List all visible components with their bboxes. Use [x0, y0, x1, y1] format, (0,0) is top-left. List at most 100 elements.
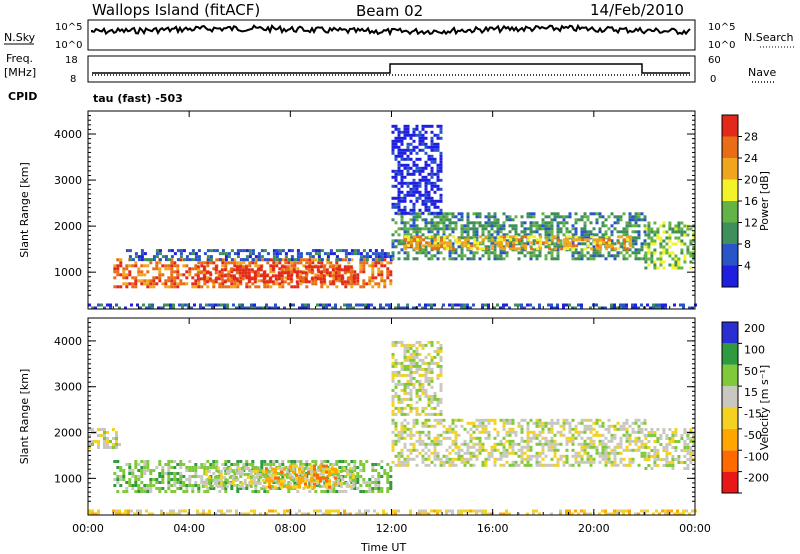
heatmap-cell: [299, 258, 303, 262]
heatmap-cell: [251, 249, 255, 253]
heatmap-cell: [371, 490, 375, 493]
heatmap-cell: [406, 166, 410, 170]
heatmap-cell: [332, 475, 336, 478]
heatmap-cell: [242, 487, 246, 490]
y-axis-title: Slant Range [km]: [18, 369, 31, 465]
heatmap-cell: [520, 248, 524, 252]
heatmap-cell: [113, 267, 117, 271]
heatmap-cell: [157, 306, 160, 310]
heatmap-cell: [589, 254, 593, 258]
heatmap-cell: [505, 430, 509, 434]
heatmap-cell: [365, 255, 369, 259]
heatmap-cell: [481, 512, 484, 516]
heatmap-cell: [436, 124, 440, 128]
heatmap-cell: [553, 306, 556, 310]
heatmap-cell: [240, 484, 244, 488]
heatmap-cell: [220, 303, 223, 307]
heatmap-cell: [424, 306, 427, 310]
heatmap-cell: [172, 509, 175, 513]
heatmap-cell: [296, 255, 300, 259]
heatmap-cell: [493, 436, 497, 440]
heatmap-cell: [359, 285, 363, 289]
heatmap-cell: [400, 388, 404, 392]
heatmap-cell: [592, 421, 596, 425]
heatmap-cell: [397, 373, 401, 377]
heatmap-cell: [451, 512, 454, 516]
heatmap-cell: [421, 227, 425, 231]
heatmap-cell: [350, 279, 354, 283]
heatmap-cell: [145, 509, 148, 513]
heatmap-cell: [329, 463, 333, 466]
heatmap-cell: [613, 448, 617, 452]
cpid-label: CPID: [8, 90, 37, 103]
heatmap-cell: [116, 478, 120, 481]
heatmap-cell: [457, 448, 461, 452]
heatmap-cell: [412, 448, 416, 452]
heatmap-cell: [568, 230, 572, 234]
heatmap-cell: [335, 490, 339, 493]
heatmap-cell: [269, 267, 273, 271]
heatmap-cell: [472, 230, 476, 234]
heatmap-cell: [318, 472, 322, 476]
heatmap-cell: [400, 190, 404, 194]
heatmap-cell: [409, 227, 413, 231]
heatmap-cell: [310, 277, 314, 281]
heatmap-cell: [451, 448, 455, 452]
heatmap-cell: [161, 475, 165, 478]
heatmap-cell: [539, 244, 543, 248]
heatmap-cell: [328, 512, 331, 516]
heatmap-cell: [391, 257, 395, 261]
heatmap-cell: [400, 172, 404, 176]
heatmap-cell: [326, 261, 330, 265]
heatmap-cell: [286, 509, 289, 513]
heatmap-cell: [352, 274, 356, 278]
heatmap-cell: [424, 184, 428, 188]
heatmap-cell: [668, 221, 672, 225]
heatmap-cell: [362, 267, 366, 271]
heatmap-cell: [422, 244, 426, 248]
heatmap-cell: [335, 249, 339, 253]
heatmap-cell: [371, 475, 375, 478]
heatmap-cell: [436, 439, 440, 443]
heatmap-cell: [680, 242, 684, 246]
heatmap-cell: [647, 455, 651, 458]
heatmap-cell: [400, 373, 404, 377]
heatmap-cell: [508, 418, 512, 422]
heatmap-cell: [337, 268, 341, 272]
heatmap-cell: [475, 424, 479, 428]
heatmap-cell: [493, 463, 497, 467]
heatmap-cell: [463, 230, 467, 234]
heatmap-cell: [650, 428, 654, 431]
heatmap-cell: [326, 285, 330, 289]
heatmap-cell: [356, 276, 360, 280]
heatmap-cell: [314, 258, 318, 262]
heatmap-cell: [314, 279, 318, 283]
heatmap-cell: [643, 454, 647, 458]
heatmap-cell: [466, 421, 470, 425]
heatmap-cell: [247, 277, 251, 281]
heatmap-cell: [520, 418, 524, 422]
heatmap-cell: [359, 267, 363, 271]
heatmap-cell: [653, 446, 657, 449]
heatmap-cell: [321, 466, 325, 470]
heatmap-cell: [412, 442, 416, 446]
heatmap-cell: [424, 406, 428, 410]
heatmap-cell: [306, 466, 310, 470]
heatmap-cell: [323, 252, 327, 256]
heatmap-cell: [562, 433, 566, 437]
heatmap-cell: [112, 446, 115, 449]
heatmap-cell: [391, 370, 395, 374]
heatmap-cell: [97, 446, 100, 449]
heatmap-cell: [185, 270, 189, 274]
heatmap-cell: [374, 282, 378, 286]
heatmap-cell: [565, 227, 569, 231]
heatmap-cell: [412, 421, 416, 425]
heatmap-cell: [430, 400, 434, 404]
heatmap-cell: [397, 139, 401, 143]
heatmap-cell: [152, 478, 156, 481]
heatmap-cell: [380, 261, 384, 265]
heatmap-cell: [668, 263, 672, 267]
heatmap-cell: [236, 255, 240, 259]
heatmap-cell: [476, 247, 480, 251]
heatmap-cell: [374, 478, 378, 481]
